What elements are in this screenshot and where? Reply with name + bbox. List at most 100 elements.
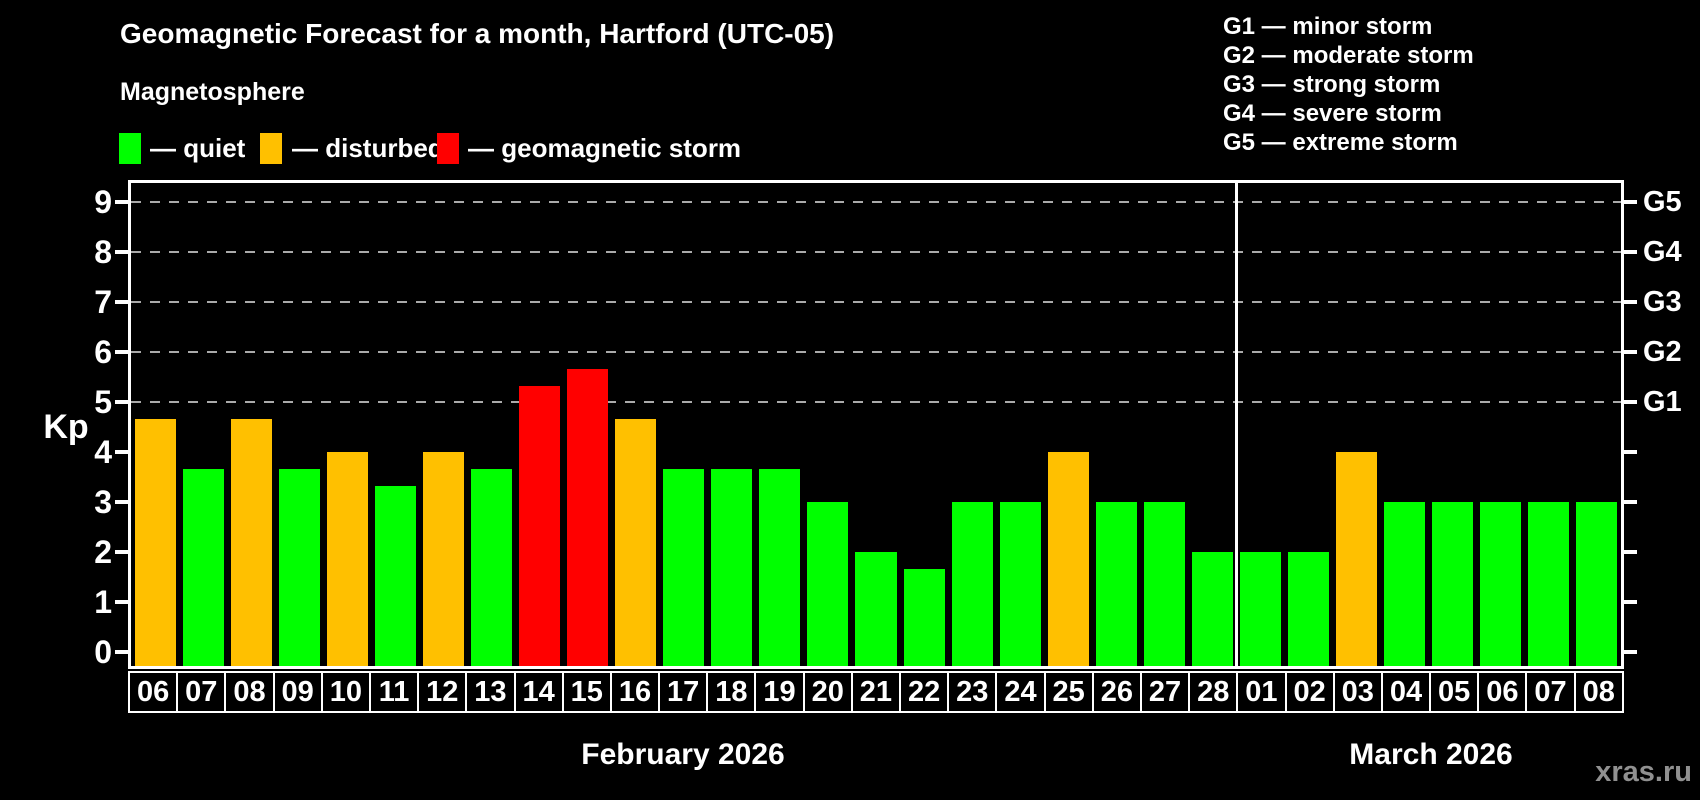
month-label-february: February 2026 [581, 738, 785, 771]
bar-slot-march-01 [1236, 183, 1284, 666]
kp-bar-february-08 [230, 418, 272, 666]
bar-slot-march-02 [1285, 183, 1333, 666]
plot-area [128, 180, 1624, 669]
kp-bar-february-26 [1095, 502, 1137, 666]
bar-slot-february-13 [467, 183, 515, 666]
kp-bar-february-22 [903, 568, 945, 666]
day-label-february-17: 17 [658, 671, 709, 713]
page-title: Geomagnetic Forecast for a month, Hartfo… [120, 18, 835, 49]
day-label-march-05: 05 [1429, 671, 1480, 713]
kp-bar-february-11 [374, 485, 416, 666]
y-tick-label-1: 1 [94, 584, 112, 620]
day-label-march-02: 02 [1284, 671, 1335, 713]
quiet-legend-label: — quiet [150, 133, 246, 163]
disturbed-legend-swatch [260, 133, 282, 164]
day-label-february-23: 23 [947, 671, 998, 713]
y-tick-left-1 [115, 600, 128, 604]
right-axis-label-g4: G4 [1643, 236, 1682, 268]
y-axis-label: Kp [43, 408, 89, 446]
day-label-march-06: 06 [1477, 671, 1528, 713]
bar-slot-february-19 [756, 183, 804, 666]
day-axis-strip: 06 07 08 09 10 11 12 13 14 15 16 17 18 19 20 21 22 23 24 25… [128, 671, 1624, 713]
storm-scale-g5: G5 — extreme storm [1223, 129, 1458, 156]
gridline-kp6 [131, 351, 1621, 353]
day-label-march-03: 03 [1332, 671, 1383, 713]
right-axis-label-g1: G1 [1643, 386, 1682, 418]
day-label-february-21: 21 [850, 671, 901, 713]
bar-slot-march-06 [1477, 183, 1525, 666]
y-tick-right-6 [1624, 350, 1637, 354]
bar-slot-february-21 [852, 183, 900, 666]
day-label-february-14: 14 [513, 671, 564, 713]
y-tick-left-8 [115, 250, 128, 254]
bar-slot-february-25 [1044, 183, 1092, 666]
y-tick-left-2 [115, 550, 128, 554]
y-tick-left-5 [115, 400, 128, 404]
kp-bar-march-04 [1384, 502, 1426, 666]
kp-bar-february-14 [519, 385, 561, 666]
y-tick-left-7 [115, 300, 128, 304]
day-label-february-13: 13 [465, 671, 516, 713]
bar-slot-february-09 [275, 183, 323, 666]
storm-legend-swatch [437, 133, 459, 164]
day-label-february-11: 11 [368, 671, 420, 713]
day-label-march-01: 01 [1236, 671, 1287, 713]
day-label-march-07: 07 [1525, 671, 1576, 713]
bar-slot-march-03 [1333, 183, 1381, 666]
kp-bar-february-21 [855, 552, 897, 666]
kp-bar-february-20 [807, 502, 849, 666]
kp-bar-march-01 [1239, 552, 1281, 666]
day-label-february-07: 07 [176, 671, 227, 713]
kp-bar-february-12 [422, 452, 464, 666]
bar-slot-february-24 [996, 183, 1044, 666]
day-label-february-19: 19 [754, 671, 805, 713]
storm-legend-label: — geomagnetic storm [468, 133, 742, 163]
bar-slot-february-08 [227, 183, 275, 666]
storm-scale-g2: G2 — moderate storm [1223, 42, 1474, 69]
kp-bar-february-23 [951, 502, 993, 666]
kp-bar-february-18 [711, 468, 753, 666]
bar-slot-february-17 [660, 183, 708, 666]
day-label-february-22: 22 [899, 671, 950, 713]
watermark: xras.ru [1595, 756, 1692, 788]
bar-slot-february-20 [804, 183, 852, 666]
day-label-february-18: 18 [706, 671, 757, 713]
bar-slot-february-14 [516, 183, 564, 666]
bar-slot-february-26 [1092, 183, 1140, 666]
y-tick-label-3: 3 [94, 484, 112, 520]
bar-slot-march-05 [1429, 183, 1477, 666]
day-label-march-08: 08 [1573, 671, 1624, 713]
y-tick-right-1 [1624, 600, 1637, 604]
bar-slot-february-18 [708, 183, 756, 666]
y-tick-right-2 [1624, 550, 1637, 554]
y-tick-left-0 [115, 650, 128, 654]
kp-bar-february-27 [1143, 502, 1185, 666]
kp-bar-march-02 [1288, 552, 1330, 666]
y-tick-label-4: 4 [94, 434, 112, 470]
kp-bar-february-28 [1191, 552, 1233, 666]
day-label-february-08: 08 [224, 671, 275, 713]
y-tick-right-8 [1624, 250, 1637, 254]
y-tick-label-8: 8 [94, 234, 112, 270]
disturbed-legend-label: — disturbed [292, 133, 444, 163]
bar-slot-february-27 [1140, 183, 1188, 666]
y-tick-label-6: 6 [94, 334, 112, 370]
kp-bar-february-17 [663, 468, 705, 666]
day-label-february-20: 20 [802, 671, 853, 713]
day-label-february-28: 28 [1188, 671, 1239, 713]
bar-row [131, 183, 1621, 666]
gridline-kp7 [131, 301, 1621, 303]
gridline-kp8 [131, 251, 1621, 253]
bar-slot-february-22 [900, 183, 948, 666]
storm-scale-g4: G4 — severe storm [1223, 100, 1442, 127]
bar-slot-february-06 [131, 183, 179, 666]
bar-slot-march-07 [1525, 183, 1573, 666]
kp-bar-february-09 [278, 468, 320, 666]
kp-bar-march-03 [1336, 452, 1378, 666]
bar-slot-february-11 [371, 183, 419, 666]
storm-scale-g1: G1 — minor storm [1223, 13, 1433, 40]
y-tick-label-9: 9 [94, 184, 112, 220]
bar-slot-february-28 [1188, 183, 1236, 666]
bar-slot-march-08 [1573, 183, 1621, 666]
bar-slot-february-15 [564, 183, 612, 666]
